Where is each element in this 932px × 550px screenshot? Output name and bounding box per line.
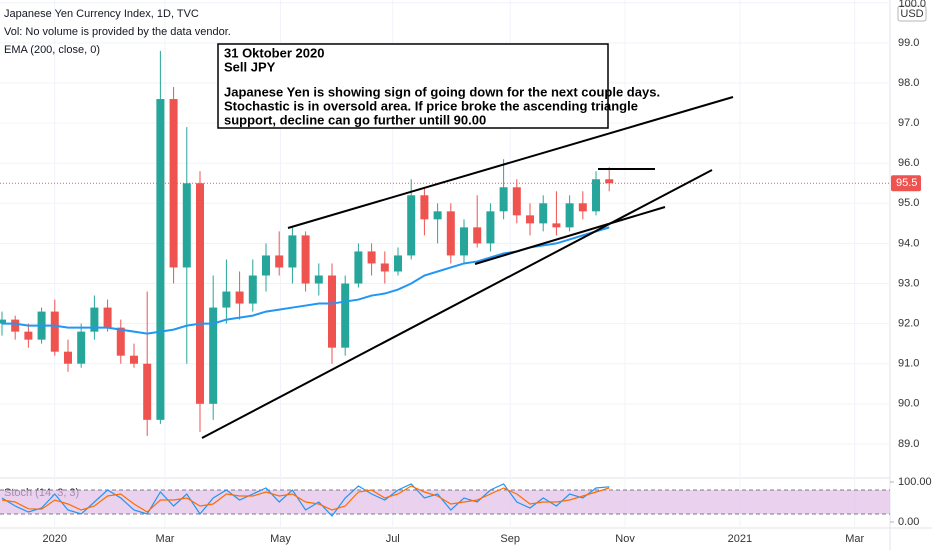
candle-body [222, 291, 231, 308]
ema-line [1, 226, 610, 335]
x-tick-label: Jul [386, 533, 400, 545]
annotation-text: 31 Oktober 2020 [224, 45, 324, 60]
candle-body [499, 187, 508, 212]
candle-body [578, 203, 587, 212]
y-tick-label: 93.0 [898, 277, 919, 289]
y-tick-label: 95.0 [898, 197, 919, 209]
trend-lines [201, 96, 734, 439]
last-price-label: 95.5 [896, 177, 917, 189]
legend-text: EMA (200, close, 0) [4, 44, 100, 56]
candle-body [143, 363, 152, 420]
candle-body [394, 255, 403, 272]
candle-body [512, 187, 521, 216]
x-tick-label: Mar [156, 533, 175, 545]
candle-body [486, 211, 495, 244]
x-tick-label: Nov [615, 533, 635, 545]
candle-body [77, 331, 86, 364]
candle-body [248, 275, 257, 304]
candle-body [129, 355, 138, 364]
candle-body [11, 319, 20, 332]
candle-body [261, 255, 270, 276]
candle-body [420, 195, 429, 220]
candle-body [473, 227, 482, 244]
candle-body [50, 311, 59, 352]
candle-body [288, 235, 297, 268]
candle-body [526, 215, 535, 224]
grid [0, 0, 890, 528]
candles [0, 50, 614, 436]
candle-body [341, 283, 350, 348]
y-tick-label: 89.0 [898, 438, 919, 450]
candle-body [565, 203, 574, 228]
x-tick-label: Sep [500, 533, 520, 545]
candle-body [169, 99, 178, 268]
candle-body [433, 211, 442, 220]
lower-trend-line [201, 169, 713, 439]
candle-body [328, 275, 337, 348]
y-tick-label: 0.00 [898, 516, 919, 528]
candle-body [460, 227, 469, 256]
candle-body [103, 307, 112, 328]
last-price-tag [891, 175, 921, 192]
annotation-text: Stochastic is in oversold area. If price… [224, 98, 638, 113]
candle-body [592, 179, 601, 212]
x-tick-label: Mar [845, 533, 864, 545]
currency-label: USD [900, 8, 923, 20]
candle-body [0, 319, 6, 324]
chart-title: Japanese Yen Currency Index, 1D, TVC [4, 8, 199, 20]
x-tick-label: 2020 [43, 533, 67, 545]
candle-body [446, 211, 455, 256]
annotation-box [217, 43, 609, 129]
y-tick-label: 94.0 [898, 237, 919, 249]
candle-body [90, 307, 99, 332]
y-tick-label: 98.0 [898, 77, 919, 89]
y-tick-label: 90.0 [898, 398, 919, 410]
x-tick-label: 2021 [728, 533, 752, 545]
candle-body [156, 99, 165, 420]
candle-body [24, 331, 33, 340]
y-tick-label: 92.0 [898, 318, 919, 330]
support-line [474, 206, 666, 265]
y-tick-label: 91.0 [898, 358, 919, 370]
y-tick-label: 96.0 [898, 157, 919, 169]
y-tick-label: 100.0 [898, 0, 926, 10]
candle-body [275, 255, 284, 268]
candle-body [354, 251, 363, 284]
currency-box [897, 5, 927, 22]
annotation-text: Sell JPY [224, 59, 276, 74]
candle-body [314, 275, 323, 284]
x-tick-label: May [270, 533, 291, 545]
candle-body [209, 307, 218, 404]
stoch-line [1, 485, 610, 513]
y-tick-label: 97.0 [898, 117, 919, 129]
candle-body [539, 203, 548, 224]
candle-body [63, 351, 72, 364]
y-tick-label: 99.0 [898, 37, 919, 49]
legend-text: Vol: No volume is provided by the data v… [4, 26, 231, 38]
candle-body [407, 195, 416, 256]
stoch-band [0, 490, 890, 514]
y-tick-label: 100.00 [898, 476, 932, 488]
candle-body [116, 327, 125, 356]
candle-body [182, 183, 191, 268]
candle-body [301, 235, 310, 284]
annotation-text: support, decline can go further untill 9… [224, 112, 486, 127]
candle-body [195, 183, 204, 404]
candle-body [380, 263, 389, 272]
candle-body [605, 179, 614, 184]
annotation-text: Japanese Yen is showing sign of going do… [224, 84, 660, 99]
candle-body [235, 291, 244, 304]
candle-body [367, 251, 376, 264]
candle-body [552, 223, 561, 228]
upper-trend-line [287, 96, 734, 229]
